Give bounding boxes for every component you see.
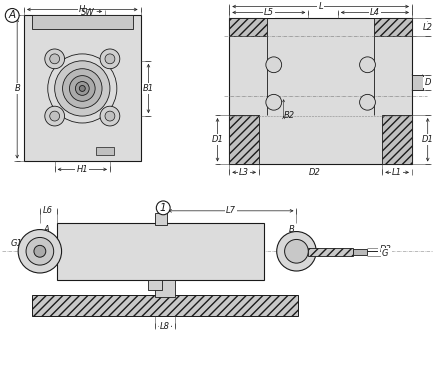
Text: L8: L8 <box>160 322 170 331</box>
Text: D2: D2 <box>309 168 321 177</box>
Bar <box>96 147 114 155</box>
Circle shape <box>266 57 282 73</box>
Circle shape <box>277 232 316 271</box>
Bar <box>148 280 162 290</box>
Text: L6: L6 <box>43 206 53 215</box>
Text: H1: H1 <box>76 165 88 174</box>
Text: B1: B1 <box>143 84 154 93</box>
Circle shape <box>75 82 89 95</box>
Bar <box>229 19 412 164</box>
Text: L1: L1 <box>392 168 402 177</box>
Circle shape <box>48 54 117 123</box>
Circle shape <box>157 201 170 215</box>
Text: L: L <box>318 2 323 11</box>
Text: L3: L3 <box>239 168 249 177</box>
Circle shape <box>62 69 102 108</box>
Circle shape <box>100 49 120 69</box>
Text: D1: D1 <box>211 135 223 144</box>
Text: B: B <box>14 84 20 93</box>
Text: A: A <box>44 225 50 234</box>
Circle shape <box>50 54 60 64</box>
Circle shape <box>266 94 282 110</box>
Text: L5: L5 <box>264 8 274 17</box>
Text: SW: SW <box>81 8 94 17</box>
Circle shape <box>45 106 65 126</box>
Bar <box>229 19 267 36</box>
Circle shape <box>105 111 115 121</box>
Text: 1: 1 <box>160 203 167 213</box>
Circle shape <box>26 237 54 265</box>
Circle shape <box>18 229 61 273</box>
Circle shape <box>69 76 95 101</box>
Circle shape <box>360 57 375 73</box>
Text: A: A <box>9 11 16 20</box>
Circle shape <box>100 106 120 126</box>
Circle shape <box>54 61 110 116</box>
Text: B2: B2 <box>284 111 295 120</box>
Circle shape <box>45 49 65 69</box>
Text: L4: L4 <box>370 8 380 17</box>
Bar <box>382 115 412 164</box>
Bar <box>155 213 167 225</box>
Circle shape <box>5 9 19 22</box>
Text: D3: D3 <box>379 245 391 254</box>
Text: H: H <box>79 5 85 14</box>
Text: G1: G1 <box>10 239 22 248</box>
Bar <box>57 223 264 280</box>
Bar <box>24 15 140 161</box>
Bar <box>229 115 259 164</box>
Bar <box>308 248 353 256</box>
Circle shape <box>34 245 46 257</box>
Circle shape <box>360 94 375 110</box>
Circle shape <box>105 54 115 64</box>
Text: D1: D1 <box>422 135 434 144</box>
Text: G: G <box>382 249 388 258</box>
Bar <box>32 295 298 316</box>
Circle shape <box>285 239 308 263</box>
Circle shape <box>50 111 60 121</box>
Circle shape <box>79 85 85 91</box>
Bar <box>32 15 133 29</box>
Text: L2: L2 <box>422 23 433 32</box>
Bar <box>412 74 423 90</box>
Bar <box>375 19 412 36</box>
Text: D: D <box>425 78 431 87</box>
Bar <box>155 280 175 297</box>
Text: B: B <box>289 225 294 234</box>
Bar <box>353 249 367 255</box>
Text: L7: L7 <box>226 206 236 215</box>
